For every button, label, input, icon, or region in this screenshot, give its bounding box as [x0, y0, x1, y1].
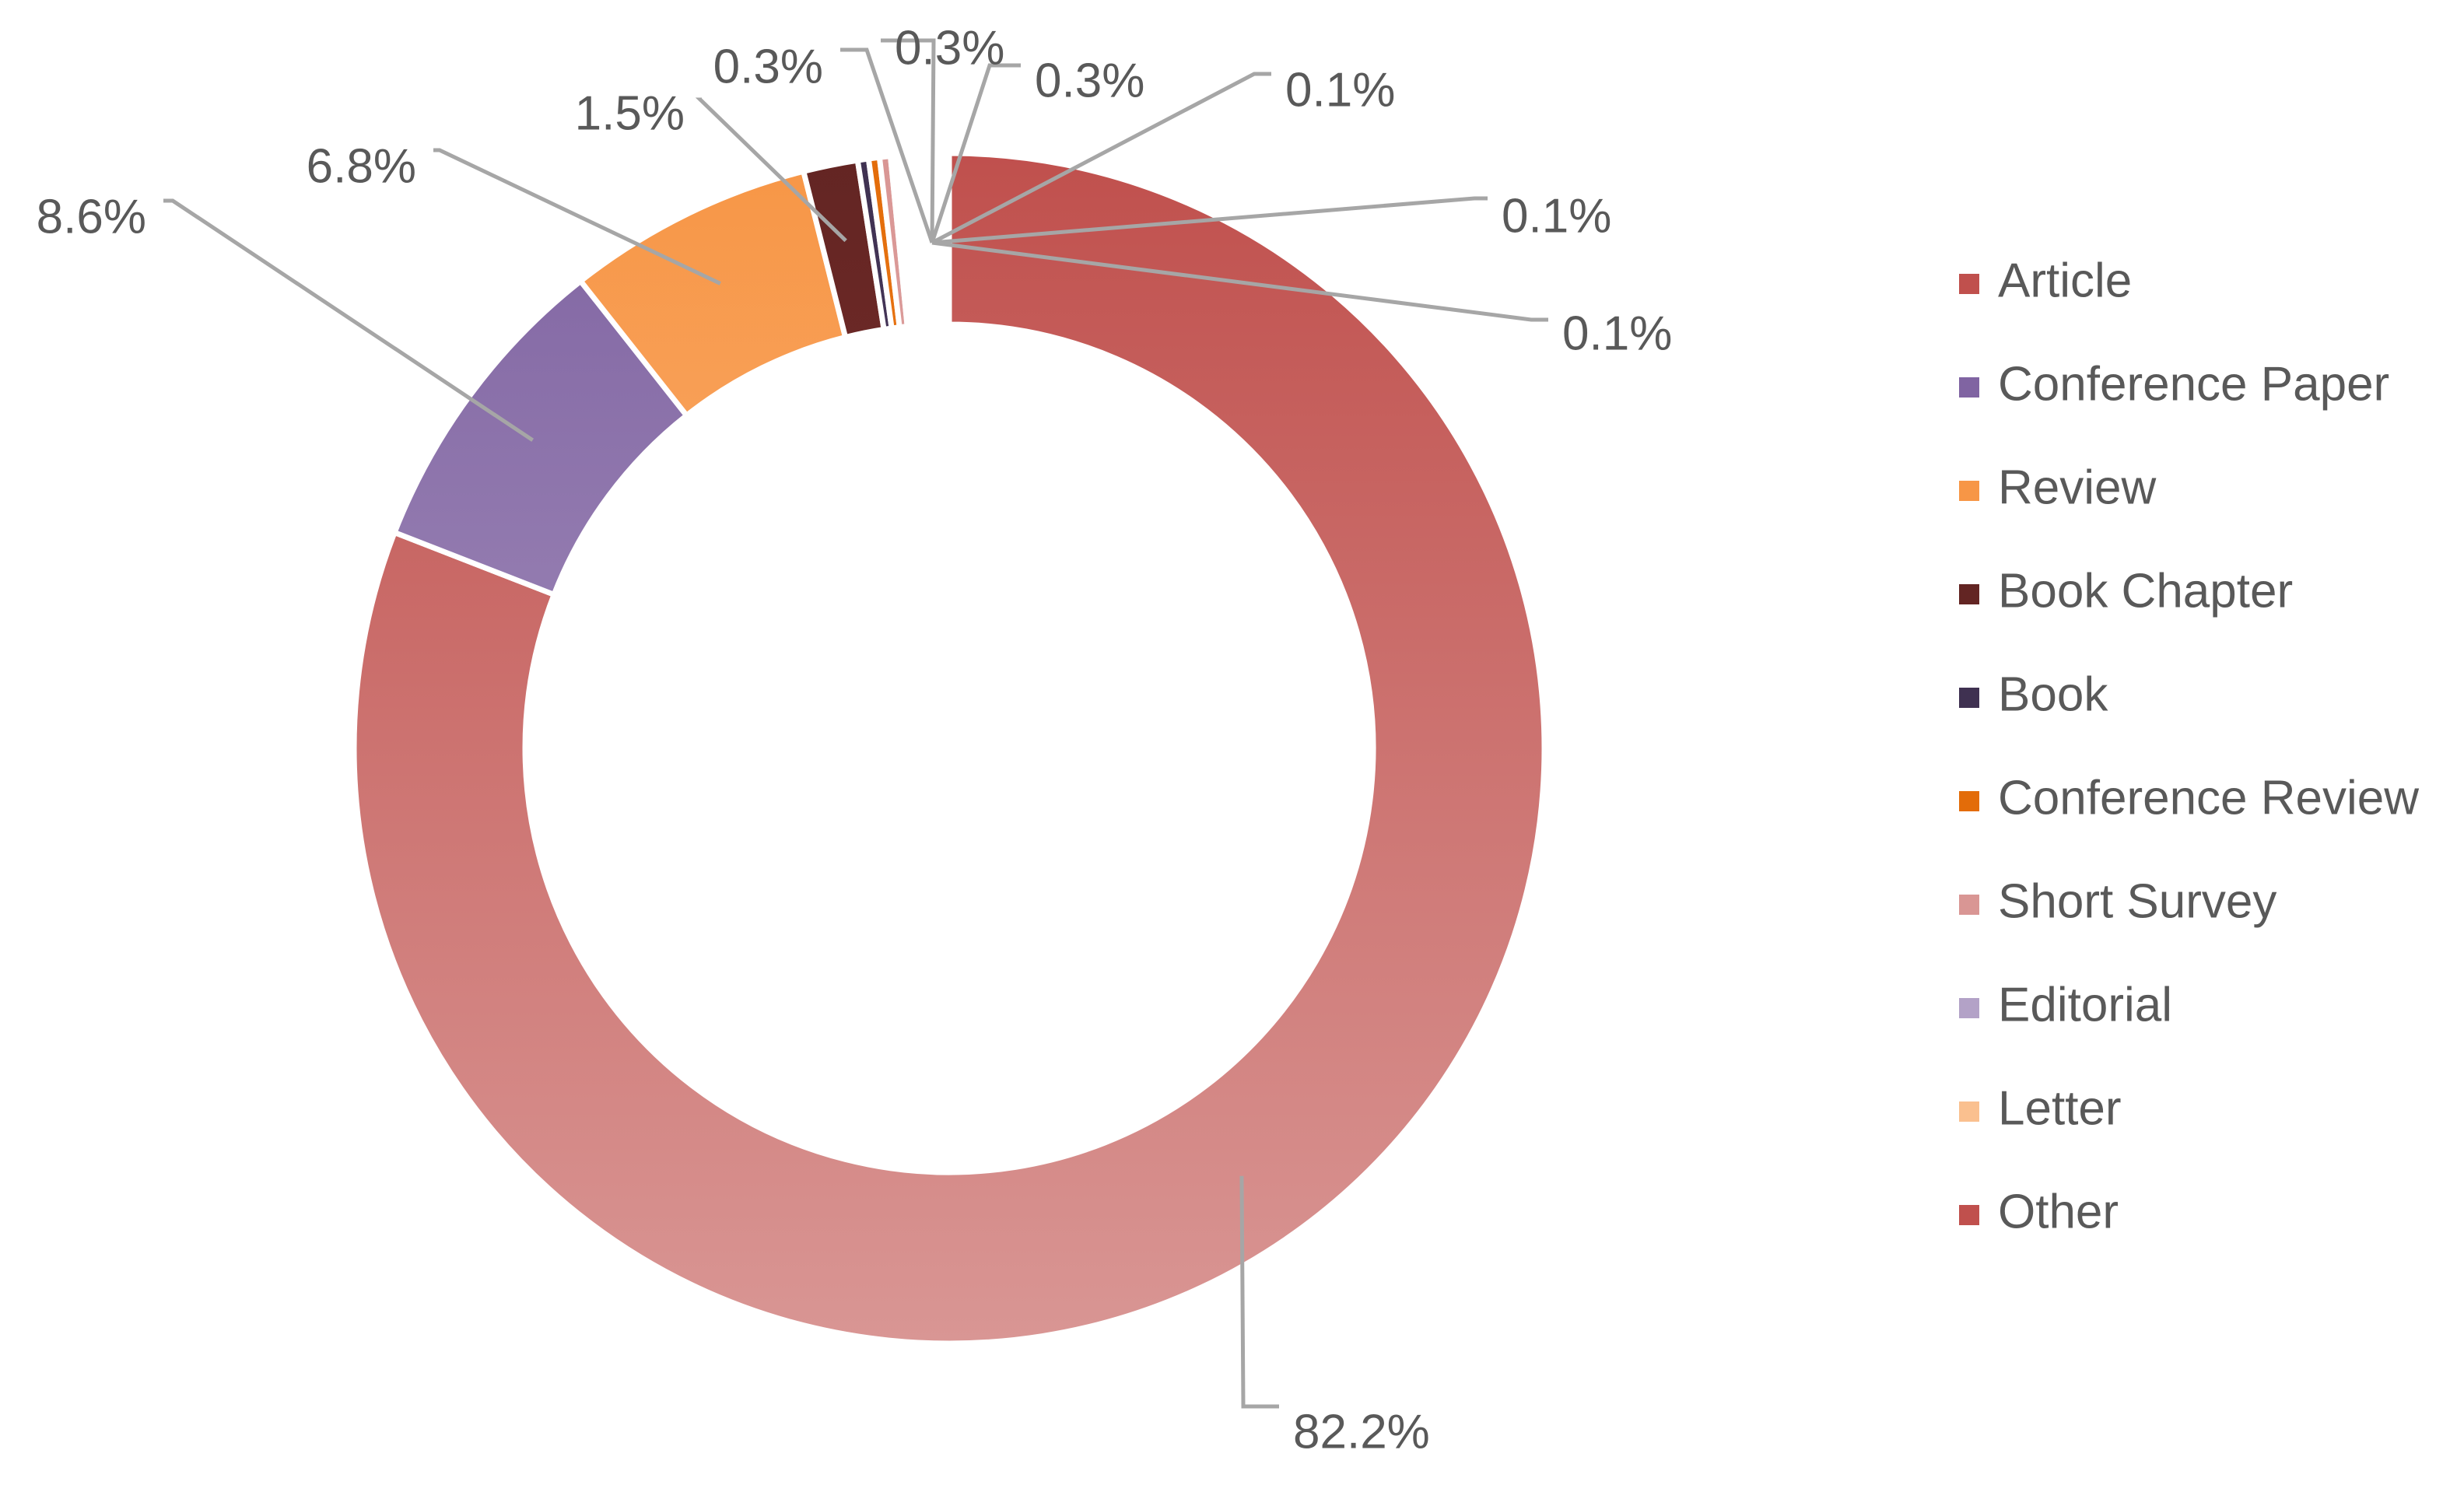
leader-line-editorial	[931, 72, 1271, 245]
legend-label-other: Other	[1998, 1185, 2119, 1238]
leader-line-book	[840, 47, 934, 243]
slice-other	[895, 152, 919, 329]
legend-marker-book	[1959, 688, 1979, 708]
legend-marker-book-chapter	[1959, 584, 1979, 604]
legend-item-conference-review: Conference Review	[1959, 771, 2419, 825]
donut-slices	[351, 150, 1547, 1347]
leader-line-article	[1239, 1175, 1279, 1409]
legend-item-book: Book	[1959, 667, 2108, 721]
legend-label-book: Book	[1998, 667, 2108, 721]
legend-marker-article	[1959, 274, 1979, 294]
legend-label-short-survey: Short Survey	[1998, 874, 2276, 928]
data-labels: 82.2% 8.6% 6.8% 1.5% 0.3% 0.3% 0.3% 0.1% 0.1% 0.1…	[37, 21, 1673, 1459]
legend-label-conference-review: Conference Review	[1998, 771, 2419, 825]
legend-marker-other	[1959, 1205, 1979, 1225]
legend-item-book-chapter: Book Chapter	[1959, 564, 2293, 618]
legend-label-conference-paper: Conference Paper	[1998, 357, 2389, 411]
leader-line-conference-review	[881, 38, 936, 243]
legend-marker-letter	[1959, 1101, 1979, 1122]
legend-label-review: Review	[1998, 461, 2157, 514]
leader-line-conference-paper	[163, 198, 535, 442]
data-label-short-survey: 0.3%	[1035, 54, 1144, 107]
legend-marker-editorial	[1959, 998, 1979, 1018]
data-label-letter: 0.1%	[1502, 189, 1611, 243]
leader-lines	[163, 38, 1548, 1409]
legend-item-review: Review	[1959, 461, 2157, 514]
legend-item-editorial: Editorial	[1959, 978, 2172, 1031]
legend-label-letter: Letter	[1998, 1081, 2122, 1135]
legend-label-book-chapter: Book Chapter	[1998, 564, 2293, 618]
leader-line-review	[433, 148, 721, 285]
legend-item-conference-paper: Conference Paper	[1959, 357, 2389, 411]
leader-line-book-chapter	[695, 97, 847, 243]
leader-line-other	[931, 240, 1548, 322]
legend-item-other: Other	[1959, 1185, 2119, 1238]
data-label-conference-paper: 8.6%	[37, 190, 146, 243]
leader-line-short-survey	[930, 63, 1021, 243]
legend-marker-conference-review	[1959, 791, 1979, 811]
legend-marker-review	[1959, 481, 1979, 501]
data-label-book: 0.3%	[713, 40, 823, 93]
legend-marker-short-survey	[1959, 895, 1979, 915]
slice-article	[351, 150, 1547, 1347]
legend-label-editorial: Editorial	[1998, 978, 2172, 1031]
legend-item-letter: Letter	[1959, 1081, 2122, 1135]
data-label-conference-review: 0.3%	[895, 21, 1004, 75]
data-label-article: 82.2%	[1293, 1405, 1430, 1459]
legend-marker-conference-paper	[1959, 377, 1979, 398]
legend-item-article: Article	[1959, 254, 2132, 307]
legend: Article Conference Paper Review Book Chapte…	[1959, 254, 2419, 1238]
leader-line-letter	[931, 196, 1488, 245]
data-label-book-chapter: 1.5%	[575, 86, 685, 140]
data-label-editorial: 0.1%	[1285, 63, 1395, 117]
data-label-review: 6.8%	[307, 139, 416, 193]
data-label-other: 0.1%	[1562, 306, 1672, 360]
legend-label-article: Article	[1998, 254, 2132, 307]
legend-item-short-survey: Short Survey	[1959, 874, 2276, 928]
